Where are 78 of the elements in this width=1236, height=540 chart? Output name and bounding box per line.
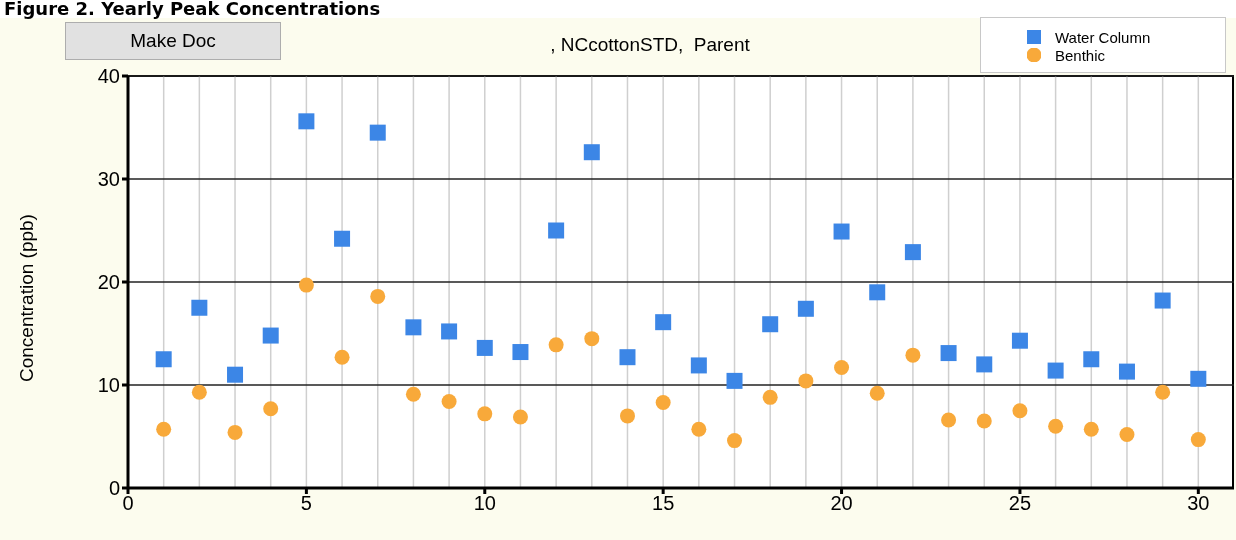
point — [191, 299, 208, 316]
y-axis-title: Concentration (ppb) — [15, 214, 37, 382]
x-tick-label: 0 — [122, 492, 134, 515]
x-tick-label: 25 — [1008, 492, 1032, 515]
point — [441, 393, 457, 409]
point — [976, 356, 993, 373]
x-tick-label: 15 — [652, 492, 675, 515]
point — [298, 113, 315, 130]
point — [334, 349, 350, 365]
point — [940, 345, 957, 362]
point — [548, 222, 565, 239]
x-tick-label: 5 — [300, 492, 312, 515]
point — [1154, 292, 1171, 309]
point — [1190, 432, 1206, 448]
point — [512, 344, 529, 361]
point — [477, 406, 493, 422]
point — [691, 421, 707, 437]
point — [655, 314, 672, 331]
point — [155, 351, 172, 368]
point — [227, 424, 243, 440]
point — [619, 408, 635, 424]
point — [904, 244, 921, 261]
point — [1011, 332, 1028, 349]
point — [1119, 426, 1135, 442]
point — [798, 373, 814, 389]
legend-label: Water Column — [1055, 28, 1151, 46]
point — [405, 319, 422, 336]
point — [690, 357, 707, 374]
y-tick-label: 40 — [97, 65, 120, 88]
point — [263, 401, 279, 417]
legend-label: Benthic — [1055, 46, 1106, 64]
point — [1118, 363, 1135, 380]
point — [583, 144, 600, 161]
point — [191, 384, 207, 400]
point — [726, 372, 743, 389]
point — [762, 389, 778, 405]
x-tick-label: 20 — [830, 492, 853, 515]
point — [441, 323, 458, 340]
point — [833, 223, 850, 240]
button: Make Doc — [65, 22, 281, 60]
point — [1190, 370, 1207, 387]
point — [369, 124, 386, 141]
point — [727, 433, 743, 449]
x-tick-label: 30 — [1187, 492, 1210, 515]
point — [1047, 362, 1064, 379]
point — [548, 337, 564, 353]
point — [1012, 403, 1028, 419]
point — [834, 359, 850, 375]
point — [476, 339, 493, 356]
chart-subtitle: , NCcottonSTD, Parent — [549, 34, 751, 56]
y-tick-label: 10 — [97, 374, 120, 397]
chart-title: Figure 2. Yearly Peak Concentrations — [4, 0, 381, 19]
y-tick-label: 30 — [97, 168, 120, 191]
point — [655, 395, 671, 411]
point — [905, 347, 921, 363]
point — [869, 385, 885, 401]
point — [298, 277, 314, 293]
point — [512, 409, 528, 425]
point — [334, 230, 351, 247]
point — [619, 349, 636, 366]
point — [405, 386, 421, 402]
y-tick-label: 0 — [108, 477, 120, 500]
point — [262, 327, 279, 344]
point — [762, 316, 779, 333]
x-tick-label: 10 — [473, 492, 496, 515]
y-tick-label: 20 — [97, 271, 120, 294]
point — [1083, 421, 1099, 437]
point — [1155, 384, 1171, 400]
point — [370, 288, 386, 304]
point — [869, 284, 886, 301]
point — [584, 331, 600, 347]
point — [156, 421, 172, 437]
point — [976, 413, 992, 429]
point — [941, 412, 957, 428]
point — [797, 300, 814, 317]
point — [1083, 351, 1100, 368]
point — [1048, 418, 1064, 434]
point — [227, 366, 244, 383]
